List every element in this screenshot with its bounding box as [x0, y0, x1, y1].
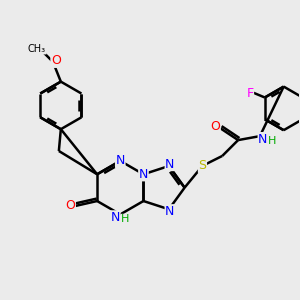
- Text: N: N: [258, 133, 268, 146]
- Text: H: H: [121, 214, 129, 224]
- Text: H: H: [268, 136, 276, 146]
- Text: CH₃: CH₃: [28, 44, 46, 54]
- Text: N: N: [165, 158, 175, 170]
- Text: N: N: [116, 154, 125, 167]
- Text: N: N: [139, 168, 148, 181]
- Text: O: O: [65, 200, 75, 212]
- Text: N: N: [165, 205, 175, 218]
- Text: O: O: [51, 54, 61, 67]
- Text: N: N: [111, 211, 120, 224]
- Text: F: F: [246, 87, 254, 100]
- Text: O: O: [210, 120, 220, 133]
- Text: S: S: [198, 159, 206, 172]
